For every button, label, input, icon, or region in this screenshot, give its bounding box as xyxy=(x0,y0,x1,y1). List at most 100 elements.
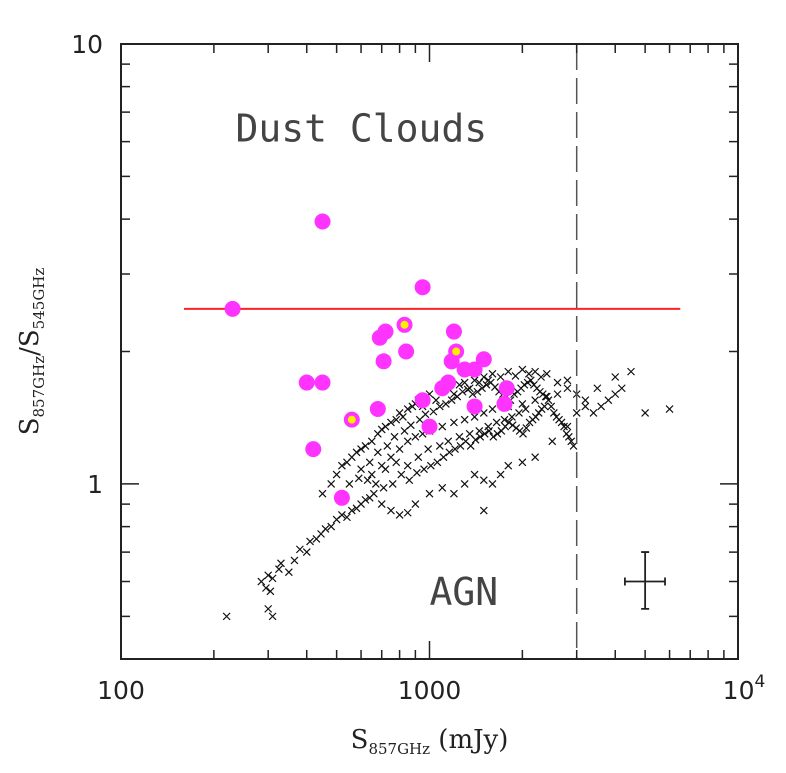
cross-point xyxy=(450,418,458,427)
cross-point xyxy=(470,376,479,385)
cross-point xyxy=(504,461,513,470)
cross-point xyxy=(505,418,513,427)
cross-point xyxy=(264,571,273,580)
cross-point xyxy=(274,565,283,574)
dust-cloud-point xyxy=(498,380,515,397)
cross-point xyxy=(458,387,467,396)
cross-point xyxy=(363,476,372,485)
dust-cloud-point xyxy=(305,441,322,458)
cross-point xyxy=(403,437,412,446)
cross-point xyxy=(327,480,336,488)
cross-point xyxy=(433,458,442,467)
cross-point xyxy=(549,409,558,417)
cross-point xyxy=(421,410,430,419)
cross-point xyxy=(381,422,390,431)
cross-point xyxy=(522,424,531,432)
cross-point xyxy=(488,405,497,413)
cross-point xyxy=(515,409,523,417)
chart-marks xyxy=(183,44,681,659)
cross-point xyxy=(611,373,620,381)
cross-point xyxy=(611,390,620,399)
cross-point xyxy=(387,506,395,515)
cross-point xyxy=(560,422,568,431)
cross-point xyxy=(352,448,361,457)
cross-point xyxy=(581,396,590,405)
cross-point xyxy=(479,506,488,515)
cross-point xyxy=(563,376,572,385)
cross-point xyxy=(534,409,543,417)
cross-point xyxy=(425,489,434,498)
cross-point xyxy=(455,432,464,441)
cross-point xyxy=(432,396,440,405)
x-tick-label: 104 xyxy=(723,672,766,705)
cross-point xyxy=(306,537,314,546)
cross-point xyxy=(392,458,401,467)
cross-point xyxy=(392,415,401,424)
cross-point xyxy=(544,396,553,405)
cross-point xyxy=(222,612,231,621)
cross-point xyxy=(540,402,549,411)
cross-point xyxy=(597,402,606,411)
cross-point xyxy=(429,407,438,416)
cross-point xyxy=(541,392,550,401)
x-tick-label-base: 1000 xyxy=(398,676,462,705)
cross-point xyxy=(581,402,590,411)
cross-point xyxy=(473,387,482,396)
cross-point xyxy=(593,384,602,393)
y-axis-label-main2: S xyxy=(15,329,45,347)
cross-point xyxy=(465,429,474,438)
dust-cloud-point xyxy=(414,392,431,409)
cross-point xyxy=(438,422,447,431)
cross-point xyxy=(468,390,477,399)
dust-cloud-point xyxy=(398,343,415,360)
y-axis-label-sep: / xyxy=(15,347,45,356)
cross-point xyxy=(377,500,386,508)
cross-point xyxy=(485,426,494,435)
cross-point xyxy=(553,378,562,387)
cross-point xyxy=(488,480,497,488)
cross-point xyxy=(500,415,509,424)
cross-point xyxy=(450,489,458,498)
x-axis-label-rest: (mJy) xyxy=(430,725,508,755)
cross-point xyxy=(390,432,399,441)
dust-cloud-point xyxy=(375,353,392,370)
cross-point xyxy=(367,470,376,479)
tick-marks xyxy=(120,43,739,660)
cross-point xyxy=(257,577,266,586)
cross-point xyxy=(441,400,450,408)
cross-point xyxy=(567,437,576,446)
highlighted-point-core xyxy=(347,415,356,424)
x-tick-label-exponent: 4 xyxy=(754,672,765,692)
cross-point xyxy=(321,525,330,533)
cross-point xyxy=(435,442,444,450)
cross-point xyxy=(470,470,479,479)
cross-point xyxy=(268,612,277,621)
x-axis-label-main: S xyxy=(351,725,369,755)
cross-point xyxy=(357,445,365,454)
y-axis-label-sub2: 545GHz xyxy=(30,268,48,330)
cross-point xyxy=(332,470,341,479)
dust-cloud-point xyxy=(298,374,315,391)
y-axis-label: S857GHz/S545GHz xyxy=(15,268,48,436)
cross-point xyxy=(447,396,456,405)
dust-cloud-point xyxy=(377,323,394,340)
cross-point xyxy=(627,367,635,376)
y-tick-label: 1 xyxy=(87,470,103,499)
cross-point xyxy=(471,435,480,444)
cross-point xyxy=(518,365,527,374)
cross-point xyxy=(367,437,376,446)
cross-point xyxy=(439,453,448,462)
cross-point xyxy=(400,426,409,435)
cross-point xyxy=(548,437,557,446)
cross-point xyxy=(518,458,527,467)
cross-point xyxy=(564,432,573,441)
highlighted-point-core xyxy=(452,347,461,356)
cross-point xyxy=(450,390,458,399)
cross-point xyxy=(489,432,498,441)
cross-point xyxy=(557,418,566,427)
dust-cloud-point xyxy=(434,380,451,397)
cross-point xyxy=(478,384,486,393)
cross-point xyxy=(264,604,273,613)
